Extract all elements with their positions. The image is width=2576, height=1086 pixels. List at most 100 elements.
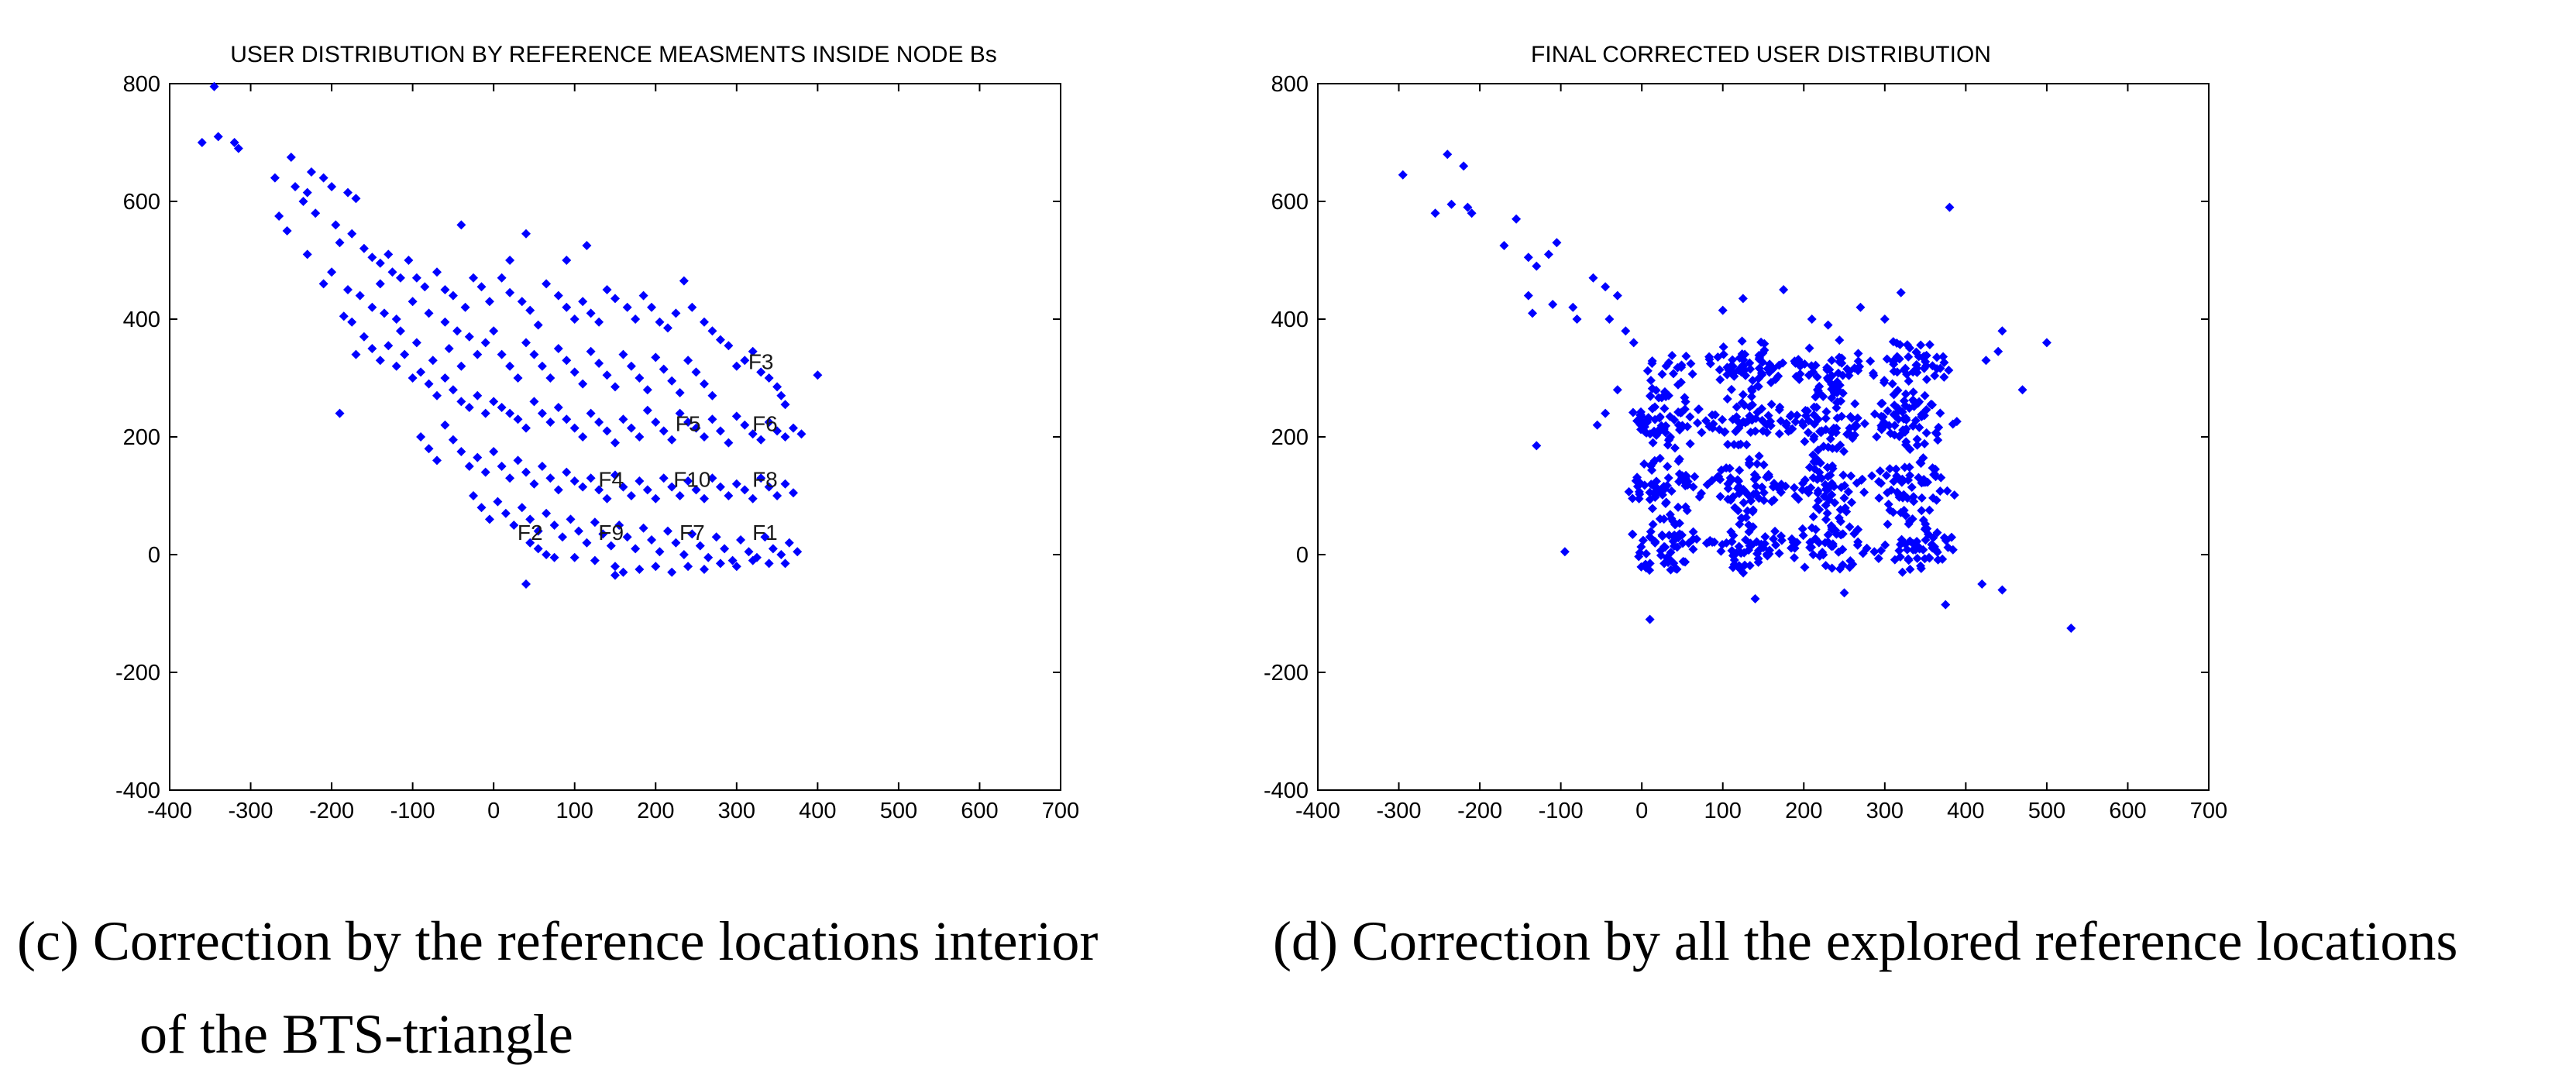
chart-d-point	[1802, 485, 1812, 495]
chart-c-point	[367, 302, 377, 312]
chart-d-point	[1817, 473, 1827, 483]
chart-d-point	[1838, 388, 1848, 398]
chart-d-point	[1742, 440, 1752, 450]
chart-d-point	[1821, 414, 1831, 424]
chart-c-point	[521, 338, 531, 348]
chart-c-point	[343, 285, 353, 294]
chart-c-point	[537, 462, 547, 471]
chart-d-point	[1798, 531, 1808, 541]
chart-c-point	[500, 508, 511, 518]
chart-d-point	[1774, 429, 1784, 439]
chart-d-point	[1745, 460, 1755, 470]
chart-d-point	[1739, 417, 1749, 427]
chart-d-point	[1634, 486, 1644, 497]
chart-d-point	[1666, 486, 1677, 496]
chart-c-xtick-label: 0	[487, 799, 500, 823]
chart-d-point	[1847, 497, 1857, 507]
chart-c-point	[456, 361, 466, 371]
chart-d-point	[1924, 505, 1935, 515]
chart-c-point	[618, 349, 628, 359]
chart-d-point	[1916, 340, 1926, 350]
chart-c-point	[638, 290, 648, 301]
chart-c-point	[440, 317, 450, 327]
chart-d-point	[1838, 529, 1848, 539]
chart-c-point	[335, 238, 345, 248]
chart-d-point	[1787, 534, 1797, 544]
chart-d-point	[1631, 476, 1641, 486]
chart-c-point	[395, 273, 405, 283]
chart-c-point	[420, 282, 430, 292]
chart-c-point	[505, 287, 515, 297]
chart-c-point	[813, 370, 823, 380]
chart-c-point	[642, 485, 652, 495]
chart-d-point	[1745, 428, 1756, 438]
chart-c-point	[291, 182, 301, 191]
chart-c-point	[631, 314, 641, 324]
chart-d-point	[1715, 375, 1725, 385]
chart-d-point	[1678, 556, 1688, 566]
chart-c-xtick-label: 700	[1042, 799, 1079, 823]
chart-d-point	[1677, 538, 1687, 548]
chart-d-xtick-label: -400	[1295, 799, 1340, 823]
chart-c-point	[731, 479, 741, 489]
chart-d-xtick-label: 0	[1635, 799, 1648, 823]
chart-c-xtick-label: -200	[309, 799, 354, 823]
chart-c-point	[679, 550, 689, 559]
chart-d-point	[1917, 493, 1927, 503]
chart-c-ticks: -400 -300 -200 -100 0 100 200 300 400 500 600 700 -4…	[115, 72, 1079, 823]
chart-c-point	[318, 279, 328, 289]
chart-c-point	[440, 373, 450, 383]
chart-d-point	[1723, 439, 1733, 449]
chart-d-point	[1750, 594, 1760, 603]
chart-c-point	[647, 302, 657, 312]
chart-d-point	[1835, 380, 1845, 390]
chart-d-point	[1748, 522, 1758, 532]
chart-c-point	[715, 426, 725, 436]
chart-d-point	[1949, 490, 1959, 500]
chart-d-point	[1646, 376, 1656, 386]
chart-d-point	[1914, 544, 1924, 554]
chart-d-point	[1766, 400, 1776, 410]
chart-d-point	[1634, 552, 1644, 562]
chart-c-point	[659, 426, 669, 436]
chart-d-point	[1822, 365, 1832, 375]
chart-c-point	[513, 455, 523, 466]
chart-d-point	[1809, 419, 1819, 429]
chart-c-point	[618, 482, 628, 492]
chart-c-point	[464, 403, 474, 412]
chart-d-point	[1821, 514, 1831, 524]
chart-c-point	[286, 153, 296, 162]
chart-d-point	[1917, 506, 1927, 516]
chart-d-point	[1693, 418, 1703, 428]
chart-d-point	[1828, 539, 1838, 549]
chart-d-point	[1837, 358, 1847, 368]
chart-d-point	[1543, 249, 1553, 259]
chart-d-point	[1651, 385, 1661, 395]
chart-c-point	[667, 567, 677, 577]
chart-d-point	[1862, 543, 1872, 553]
chart-d-point	[1647, 359, 1657, 369]
chart-d-point	[1638, 535, 1648, 545]
chart-d-point	[1931, 495, 1941, 505]
chart-c-point	[569, 367, 580, 377]
chart-c-point	[484, 514, 494, 524]
chart-d-point	[1993, 346, 2003, 356]
chart-d-point	[1762, 420, 1772, 430]
chart-d-point	[1873, 553, 1883, 563]
chart-c-point	[667, 435, 677, 445]
chart-d-point	[1663, 473, 1673, 483]
chart-d-point	[1907, 482, 1917, 492]
chart-d-point	[1819, 491, 1829, 501]
chart-d-point	[1738, 390, 1748, 400]
chart-c-reference-labels: F3 F5 F6 F4 F10 F8 F2 F9 F7 F1	[518, 350, 778, 545]
chart-d-point	[1844, 370, 1854, 380]
chart-c-xtick-label: 500	[880, 799, 917, 823]
chart-d-point	[1636, 411, 1646, 421]
chart-d-point	[1813, 486, 1823, 496]
chart-c-point	[707, 390, 717, 400]
chart-c-point	[484, 297, 494, 307]
chart-d-point	[1894, 545, 1904, 555]
chart-c-point	[614, 521, 624, 530]
chart-d-ytick-label: 600	[1271, 190, 1309, 215]
